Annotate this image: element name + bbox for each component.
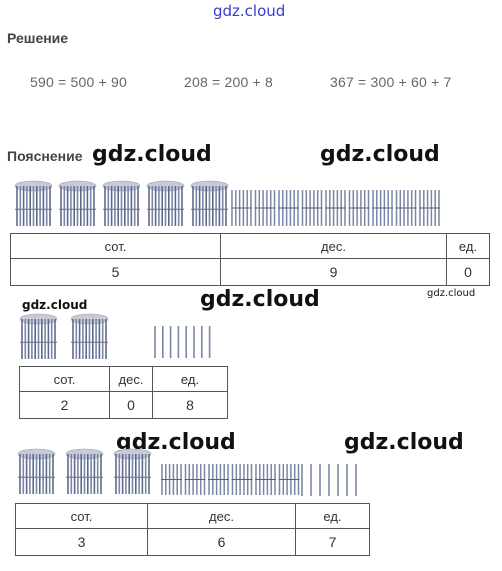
hundred-bundle <box>102 180 141 226</box>
place-value-table-367: сот. дес. ед. 3 6 7 <box>15 503 370 556</box>
hundred-bundle <box>65 448 104 494</box>
ones-header: ед. <box>295 503 370 529</box>
watermark: gdz.cloud <box>344 430 464 455</box>
tens-value: 9 <box>220 258 447 286</box>
hundred-bundle <box>113 448 152 494</box>
hundred-bundle <box>58 180 97 226</box>
ten-bundle <box>348 190 370 226</box>
solution-heading: Решение <box>7 30 69 46</box>
tens-header: дес. <box>220 233 447 259</box>
ten-bundle <box>278 190 299 226</box>
equation-208: 208 = 200 + 8 <box>184 74 274 90</box>
hundreds-value: 3 <box>15 528 148 556</box>
ones-value: 0 <box>446 258 490 286</box>
ten-bundle <box>184 464 206 495</box>
place-value-table-590: сот. дес. ед. 5 9 0 <box>10 233 490 286</box>
hundreds-value: 5 <box>10 258 221 286</box>
ten-bundle <box>254 190 276 226</box>
watermark: gdz.cloud <box>320 142 440 167</box>
hundred-bundle <box>190 180 229 226</box>
hundreds-header: сот. <box>15 503 148 529</box>
hundred-bundle <box>17 448 56 494</box>
tens-header: дес. <box>109 366 153 392</box>
watermark: gdz.cloud <box>200 287 320 312</box>
ten-bundle <box>231 464 253 495</box>
ones-value: 7 <box>295 528 370 556</box>
equation-367: 367 = 300 + 60 + 7 <box>330 74 452 90</box>
ten-bundle <box>208 464 229 495</box>
place-value-table-208: сот. дес. ед. 2 0 8 <box>19 366 228 419</box>
hundred-bundle <box>19 313 58 359</box>
ten-bundle <box>325 190 346 226</box>
tens-value: 0 <box>109 391 153 419</box>
tens-header: дес. <box>147 503 296 529</box>
ten-bundle <box>278 464 300 495</box>
explanation-heading: Пояснение <box>7 148 83 164</box>
ones-value: 8 <box>152 391 228 419</box>
hundred-bundle <box>14 180 53 226</box>
ten-bundle <box>301 190 323 226</box>
ones-header: ед. <box>446 233 490 259</box>
hundred-bundle <box>146 180 185 226</box>
hundreds-value: 2 <box>19 391 110 419</box>
ones-header: ед. <box>152 366 228 392</box>
hundreds-header: сот. <box>10 233 221 259</box>
ten-bundle <box>231 190 252 226</box>
watermark-small: gdz.cloud <box>22 298 88 312</box>
equation-590: 590 = 500 + 90 <box>30 74 127 90</box>
ten-bundle <box>372 190 393 226</box>
tens-value: 6 <box>147 528 296 556</box>
watermark: gdz.cloud <box>92 142 212 167</box>
hundred-bundle <box>70 313 109 359</box>
ten-bundle <box>255 464 276 495</box>
watermark-top: gdz.cloud <box>213 2 286 20</box>
ten-bundle <box>161 464 182 495</box>
ten-bundle <box>395 190 417 226</box>
hundreds-header: сот. <box>19 366 110 392</box>
ten-bundle <box>419 190 440 226</box>
watermark-small: gdz.cloud <box>427 288 476 299</box>
